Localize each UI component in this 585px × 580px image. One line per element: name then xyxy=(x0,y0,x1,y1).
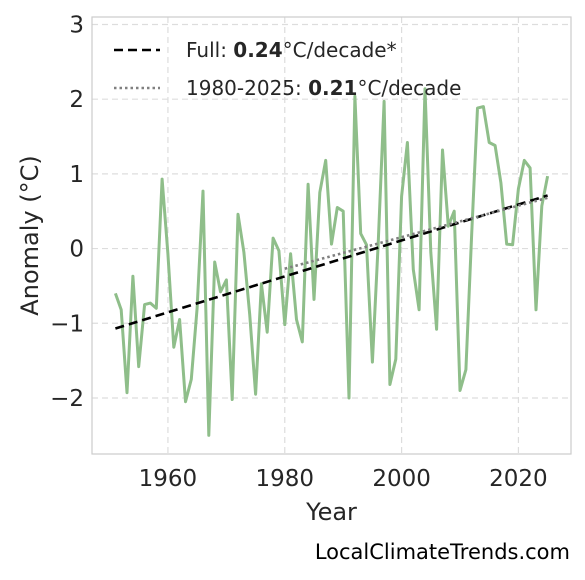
grid-lines xyxy=(92,17,571,454)
legend-prefix: Full: xyxy=(186,38,233,62)
y-tick-label: 2 xyxy=(69,87,84,113)
legend-value: 0.24 xyxy=(233,38,282,62)
anomaly-line xyxy=(113,87,550,437)
x-tick-label: 1980 xyxy=(255,466,314,492)
x-tick-label: 2000 xyxy=(372,466,431,492)
x-tick-label: 1960 xyxy=(139,466,198,492)
legend-suffix: °C/decade xyxy=(357,76,461,100)
legend-prefix: 1980-2025: xyxy=(186,76,308,100)
full-trend-line xyxy=(115,194,548,330)
legend-entry-full-trend: Full: 0.24°C/decade* xyxy=(186,38,397,62)
tick-labels: 1960 1980 2000 2020 3 2 1 0 −1 −2 xyxy=(50,12,548,492)
legend: Full: 0.24°C/decade* 1980-2025: 0.21°C/d… xyxy=(114,38,461,100)
y-tick-label: 0 xyxy=(69,237,84,263)
series-layer xyxy=(113,87,550,437)
y-axis-label: Anomaly (°C) xyxy=(16,155,44,315)
legend-entry-recent-trend: 1980-2025: 0.21°C/decade xyxy=(186,76,461,100)
x-axis-label: Year xyxy=(305,498,357,526)
y-tick-label: 3 xyxy=(69,12,84,38)
y-tick-label: −2 xyxy=(50,386,84,412)
x-tick-label: 2020 xyxy=(489,466,548,492)
recent-trend-line xyxy=(284,196,548,270)
y-tick-label: 1 xyxy=(69,162,84,188)
plot-frame xyxy=(91,16,572,455)
legend-suffix: °C/decade* xyxy=(283,38,397,62)
y-tick-label: −1 xyxy=(50,311,84,337)
watermark: LocalClimateTrends.com xyxy=(315,540,570,564)
legend-value: 0.21 xyxy=(308,76,357,100)
